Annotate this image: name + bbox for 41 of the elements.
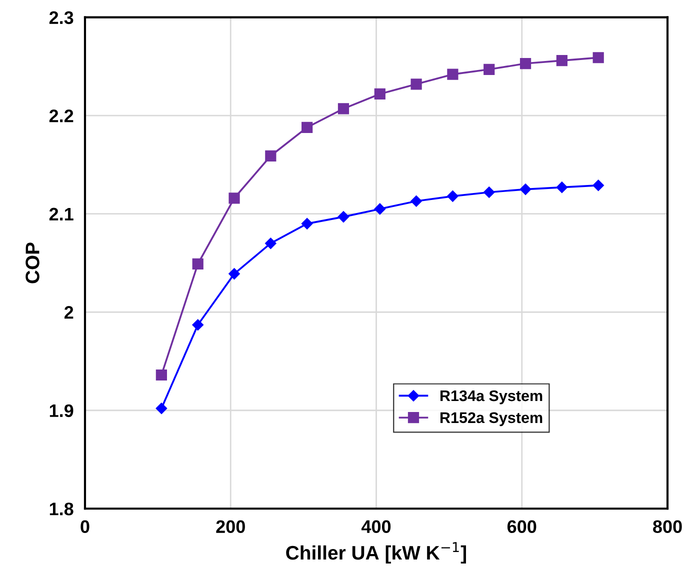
y-tick-label: 1.8 [50, 502, 74, 516]
x-tick-label: 400 [361, 520, 391, 534]
point [556, 55, 568, 66]
point [156, 402, 168, 414]
point [556, 182, 568, 193]
point [410, 78, 422, 90]
y-axis-title: COP [26, 242, 40, 284]
y-tick-label: 2.1 [49, 208, 74, 220]
point [374, 203, 386, 215]
point [228, 268, 240, 280]
point [374, 88, 386, 100]
point [192, 319, 204, 330]
y-tick-label: 2 [64, 306, 74, 319]
x-axis-title: Chiller UA [kW K$^{−1}$] [286, 542, 466, 564]
point [192, 258, 204, 270]
point [302, 122, 313, 133]
legend-label: R134a System [440, 390, 542, 404]
point [520, 58, 532, 70]
point [447, 68, 458, 80]
point [338, 211, 350, 222]
x-tick-label: 600 [507, 520, 536, 534]
legend-label: R152a System [440, 412, 542, 426]
y-tick-label: 2.2 [49, 110, 74, 122]
x-tick-label: 0 [80, 520, 90, 534]
x-tick-label: 800 [653, 520, 682, 534]
point [265, 150, 276, 162]
point [410, 195, 422, 207]
y-tick-label: 1.9 [50, 404, 74, 418]
point [592, 180, 604, 191]
point [228, 192, 240, 204]
point [156, 369, 168, 381]
point [447, 190, 458, 202]
point [484, 186, 495, 198]
point [484, 64, 495, 75]
y-tick-label: 2.3 [49, 11, 74, 24]
point [265, 238, 276, 249]
point [338, 103, 350, 114]
x-tick-label: 200 [216, 520, 245, 534]
point [520, 184, 532, 195]
point [301, 218, 313, 230]
point [592, 52, 604, 64]
